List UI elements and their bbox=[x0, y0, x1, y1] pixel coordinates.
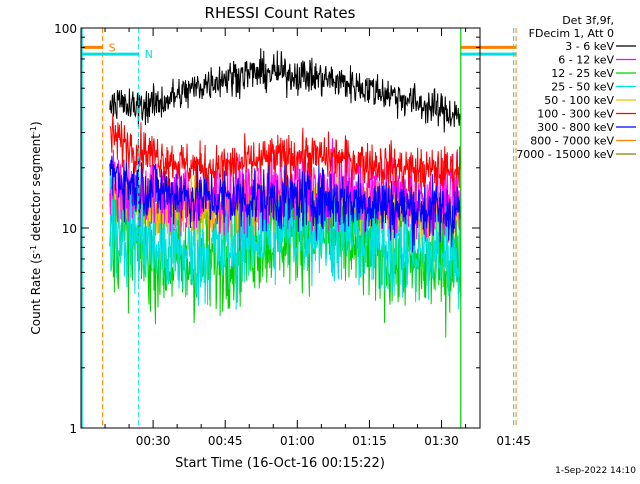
legend-label: 3 - 6 keV bbox=[565, 40, 614, 53]
y-axis-label-part: detector segment bbox=[29, 134, 43, 245]
x-tick-label: 01:15 bbox=[352, 434, 387, 448]
legend-label: 300 - 800 keV bbox=[537, 121, 614, 134]
legend-label: 6 - 12 keV bbox=[558, 54, 614, 67]
x-axis-label: Start Time (16-Oct-16 00:15:22) bbox=[175, 456, 385, 471]
y-tick-label: 1 bbox=[69, 422, 77, 436]
x-tick-label: 01:00 bbox=[280, 434, 315, 448]
x-tick-label: 01:45 bbox=[496, 434, 531, 448]
y-tick-label: 100 bbox=[54, 22, 77, 36]
x-tick-label: 00:30 bbox=[136, 434, 171, 448]
legend-label: 7000 - 15000 keV bbox=[516, 148, 614, 161]
marker-label-S: S bbox=[109, 41, 116, 54]
plot-area: S N 1 10 100 00:30 00:45 01:00 01:15 01:30 01:45 bbox=[54, 22, 531, 448]
legend-header-line-2: FDecim 1, Att 0 bbox=[529, 27, 614, 40]
footer-timestamp: 1-Sep-2022 14:10 bbox=[555, 466, 636, 476]
y-axis-label: Count Rate (s-1 detector segment-1) bbox=[29, 121, 44, 334]
y-axis-label-part: ) bbox=[29, 121, 43, 126]
series-line-3-6-keV bbox=[109, 48, 462, 133]
x-tick-label: 00:45 bbox=[208, 434, 243, 448]
legend-label: 100 - 300 keV bbox=[537, 108, 614, 121]
chart-title: RHESSI Count Rates bbox=[205, 4, 356, 22]
legend-label: 25 - 50 keV bbox=[551, 81, 614, 94]
y-axis-label-part: -1 bbox=[29, 126, 38, 134]
x-tick-label: 01:30 bbox=[424, 434, 459, 448]
legend-header-line-1: Det 3f,9f, bbox=[562, 14, 614, 27]
legend-label: 800 - 7000 keV bbox=[530, 135, 614, 148]
legend-label: 12 - 25 keV bbox=[551, 67, 614, 80]
y-tick-label: 10 bbox=[62, 222, 77, 236]
series-line-100-300-keV bbox=[109, 113, 462, 198]
y-axis-label-part: Count Rate (s bbox=[29, 253, 43, 335]
y-axis-label-part: -1 bbox=[29, 245, 38, 253]
legend-label: 50 - 100 keV bbox=[544, 94, 614, 107]
marker-label-N: N bbox=[145, 48, 153, 61]
